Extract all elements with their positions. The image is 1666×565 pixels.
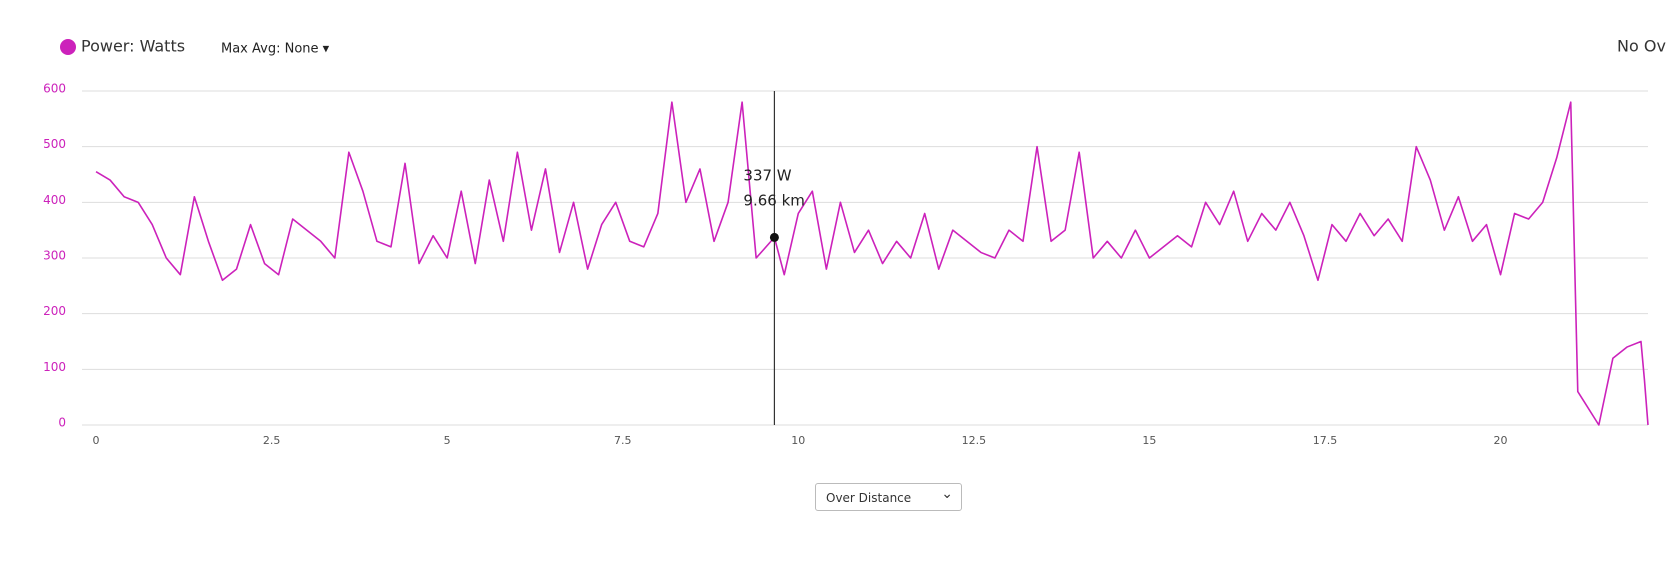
x-tick-label: 15 [1142,434,1156,447]
x-tick-label: 2.5 [263,434,281,447]
hover-dot [769,232,779,242]
x-tick-label: 12.5 [962,434,987,447]
x-tick-label: 0 [93,434,100,447]
y-tick-label: 200 [43,304,66,318]
y-tick-label: 300 [43,249,66,263]
x-tick-label: 7.5 [614,434,632,447]
y-tick-label: 0 [58,416,66,430]
y-tick-label: 600 [43,82,66,96]
x-tick-label: 10 [791,434,805,447]
tooltip-value: 337 W [743,167,791,185]
y-tick-label: 400 [43,193,66,207]
x-tick-label: 20 [1494,434,1508,447]
y-tick-label: 100 [43,360,66,374]
x-tick-label: 5 [444,434,451,447]
overlay[interactable]: No Ov [1617,37,1666,56]
legend-label: Power: Watts [81,37,185,56]
power-line [95,101,1649,426]
x-tick-label: 17.5 [1313,434,1338,447]
tooltip-x: 9.66 km [743,192,804,210]
legend-swatch [60,39,76,55]
max-avg[interactable]: Max Avg: None ▾ [221,42,330,57]
y-tick-label: 500 [43,137,66,151]
mode-select[interactable]: Over Distance [815,480,962,511]
